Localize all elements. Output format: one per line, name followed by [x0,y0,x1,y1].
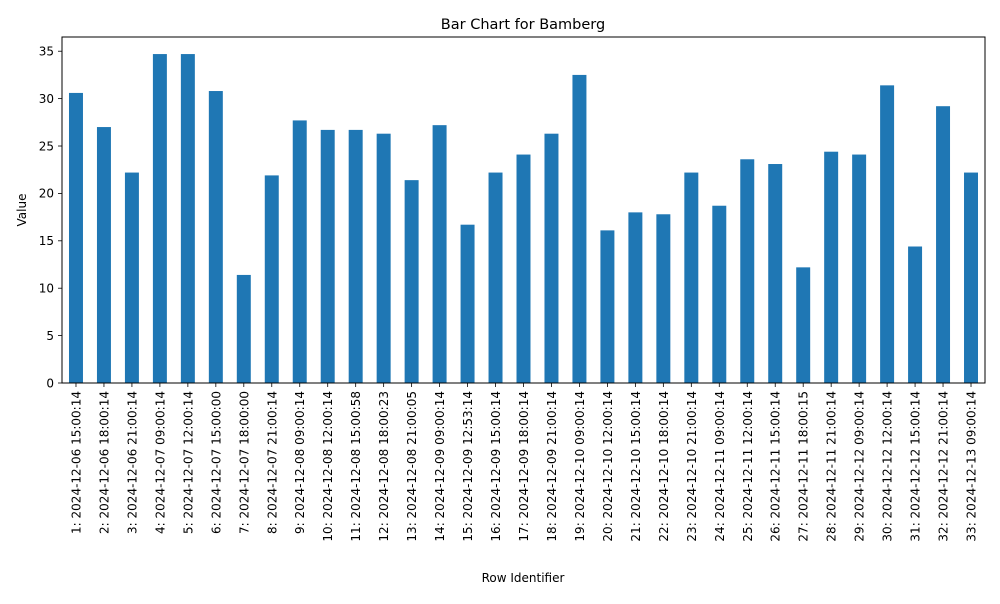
x-axis-label: Row Identifier [482,571,565,585]
bar [320,129,335,383]
bar [712,205,727,383]
bar [236,274,251,383]
y-tick-label: 20 [39,187,54,201]
x-tick-label: 10: 2024-12-08 12:00:14 [321,391,335,542]
x-tick-label: 28: 2024-12-11 21:00:14 [825,391,839,542]
x-tick-label: 4: 2024-12-07 09:00:14 [153,391,167,534]
bar [348,129,363,383]
bar [740,159,755,383]
x-tick-label: 17: 2024-12-09 18:00:14 [517,391,531,542]
bar [460,224,475,383]
x-tick-label: 15: 2024-12-09 12:53:14 [461,391,475,542]
x-tick-label: 7: 2024-12-07 18:00:00 [237,391,251,534]
x-tick-label: 12: 2024-12-08 18:00:23 [377,391,391,542]
x-tick-label: 25: 2024-12-11 12:00:14 [741,391,755,542]
y-tick-label: 35 [39,45,54,59]
x-tick-label: 1: 2024-12-06 15:00:14 [69,391,83,534]
x-tick-label: 6: 2024-12-07 15:00:00 [209,391,223,534]
y-tick-label: 5 [46,329,54,343]
x-tick-label: 27: 2024-12-11 18:00:15 [797,391,811,542]
bar [656,214,671,383]
bar [628,212,643,383]
x-tick-label: 23: 2024-12-10 21:00:14 [685,391,699,542]
bar [376,133,391,383]
x-tick-label: 2: 2024-12-06 18:00:14 [97,391,111,534]
x-tick-label: 26: 2024-12-11 15:00:14 [769,391,783,542]
bar [208,91,223,383]
x-tick-label: 8: 2024-12-07 21:00:14 [265,391,279,534]
x-tick-label: 5: 2024-12-07 12:00:14 [181,391,195,534]
y-tick-label: 30 [39,92,54,106]
x-tick-label: 18: 2024-12-09 21:00:14 [545,391,559,542]
bar [264,175,279,383]
bar [152,54,167,384]
bar [964,172,978,383]
bar [600,230,615,383]
x-tick-label: 32: 2024-12-12 21:00:14 [937,391,951,542]
x-tick-label: 20: 2024-12-10 12:00:14 [601,391,615,542]
bar [404,180,419,383]
x-tick-label: 22: 2024-12-10 18:00:14 [657,391,671,542]
bar [488,172,503,383]
bar [684,172,699,383]
y-tick-label: 15 [39,234,54,248]
x-tick-label: 33: 2024-12-13 09:00:14 [965,391,979,542]
y-tick-label: 25 [39,139,54,153]
bar [432,125,447,383]
x-tick-label: 31: 2024-12-12 15:00:14 [909,391,923,542]
bar [768,164,783,383]
plot-area: 1: 2024-12-06 15:00:14 2: 2024-12-06 18:0… [39,45,979,542]
y-tick-label: 10 [39,282,54,296]
x-tick-label: 3: 2024-12-06 21:00:14 [125,391,139,534]
bar [852,154,867,383]
bar [796,267,811,383]
y-tick-label: 0 [46,376,54,390]
chart-title: Bar Chart for Bamberg [441,17,605,33]
bar [572,74,587,384]
bar [880,85,895,383]
y-axis-label: Value [15,194,29,227]
x-tick-label: 11: 2024-12-08 15:00:58 [349,391,363,542]
bar [124,172,139,383]
bar [544,133,559,383]
bar [516,154,531,383]
x-tick-label: 29: 2024-12-12 09:00:14 [853,391,867,542]
x-tick-label: 19: 2024-12-10 09:00:14 [573,391,587,542]
bar [96,127,111,383]
axes-frame [61,36,986,384]
x-tick-label: 24: 2024-12-11 09:00:14 [713,391,727,542]
x-tick-label: 30: 2024-12-12 12:00:14 [881,391,895,542]
x-tick-label: 21: 2024-12-10 15:00:14 [629,391,643,542]
bar [824,151,839,383]
bar [180,54,195,384]
x-tick-label: 16: 2024-12-09 15:00:14 [489,391,503,542]
x-tick-label: 14: 2024-12-09 09:00:14 [433,391,447,542]
x-tick-label: 9: 2024-12-08 09:00:14 [293,391,307,534]
x-tick-label: 13: 2024-12-08 21:00:05 [405,391,419,542]
bar [936,106,951,383]
bar [68,92,83,384]
bar [908,246,923,383]
bar [292,120,307,384]
